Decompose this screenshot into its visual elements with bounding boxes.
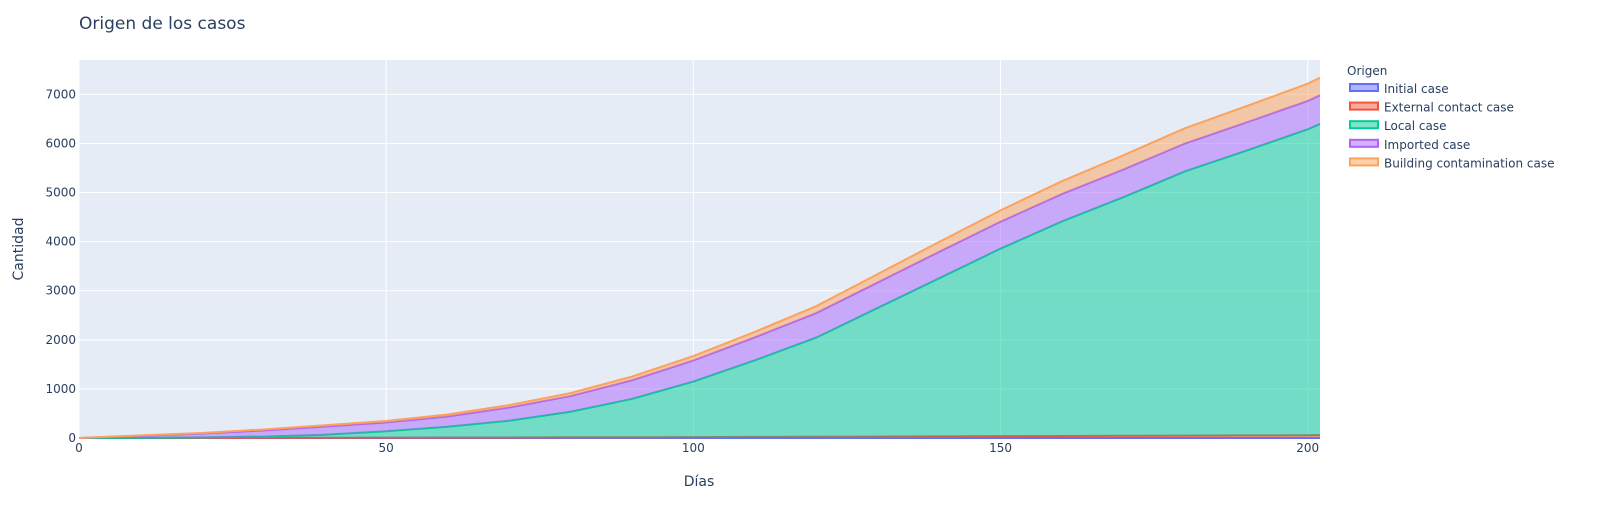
area-local-case	[79, 123, 1320, 438]
x-tick-label-0: 0	[75, 441, 83, 455]
legend-label-building-contamination-case: Building contamination case	[1384, 156, 1554, 170]
area-external-contact-case	[79, 435, 1320, 438]
y-tick-label-2: 2000	[45, 333, 76, 347]
legend-item-local-case[interactable]: Local case	[1349, 119, 1447, 133]
legend-item-initial-case[interactable]: Initial case	[1349, 82, 1449, 96]
legend-item-external-contact-case[interactable]: External contact case	[1349, 101, 1514, 115]
legend-label-external-contact-case: External contact case	[1384, 101, 1514, 115]
y-tick-label-5: 5000	[45, 186, 76, 200]
chart-title: Origen de los casos	[79, 14, 246, 34]
legend-swatch-local-case	[1349, 120, 1379, 130]
line-building-contamination-case	[78, 76, 1321, 439]
legend-item-imported-case[interactable]: Imported case	[1349, 138, 1470, 152]
legend-swatch-building-contamination-case	[1349, 157, 1379, 167]
legend: Origen Initial case External contact case…	[1347, 64, 1554, 170]
y-axis-title: Cantidad	[11, 218, 27, 281]
tick-layer: 0 1000 2000 3000 4000 5000 6000 7000 0 50 100 150 20…	[45, 87, 1319, 455]
legend-item-building-contamination-case[interactable]: Building contamination case	[1349, 156, 1554, 170]
area-imported-case	[79, 95, 1320, 438]
x-tick-label-1: 50	[379, 441, 394, 455]
y-tick-label-1: 1000	[45, 382, 76, 396]
legend-title: Origen	[1347, 64, 1387, 78]
legend-label-local-case: Local case	[1384, 119, 1447, 133]
legend-swatch-initial-case	[1349, 83, 1379, 92]
x-tick-label-3: 150	[989, 441, 1012, 455]
y-tick-label-7: 7000	[45, 87, 76, 101]
legend-label-imported-case: Imported case	[1384, 138, 1470, 152]
x-axis-title: Días	[684, 474, 715, 490]
legend-swatch-imported-case	[1349, 138, 1379, 148]
x-tick-label-2: 100	[682, 441, 705, 455]
y-tick-label-3: 3000	[45, 284, 76, 298]
legend-swatch-external-contact-case	[1349, 101, 1379, 111]
x-tick-label-4: 200	[1296, 441, 1319, 455]
y-tick-label-6: 6000	[45, 136, 76, 150]
y-tick-label-0: 0	[68, 431, 76, 445]
legend-label-initial-case: Initial case	[1384, 82, 1449, 96]
y-tick-label-4: 4000	[45, 235, 76, 249]
series-layer	[78, 76, 1321, 439]
